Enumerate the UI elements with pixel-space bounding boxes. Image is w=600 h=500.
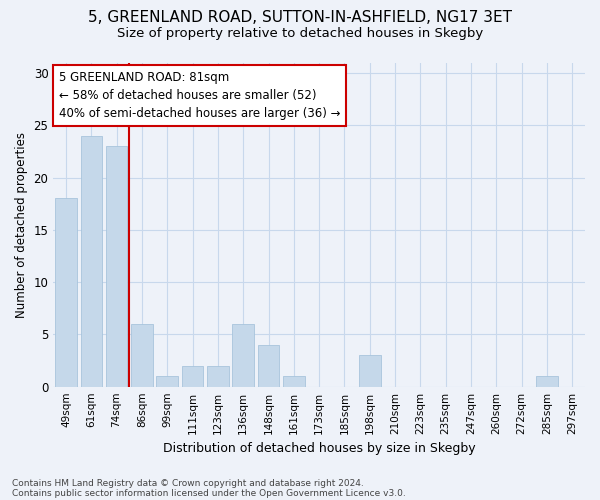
Bar <box>536 376 558 386</box>
Bar <box>258 345 279 387</box>
Bar <box>131 324 152 386</box>
Bar <box>55 198 77 386</box>
Bar <box>207 366 229 386</box>
Bar <box>182 366 203 386</box>
Bar <box>106 146 127 386</box>
Text: 5 GREENLAND ROAD: 81sqm
← 58% of detached houses are smaller (52)
40% of semi-de: 5 GREENLAND ROAD: 81sqm ← 58% of detache… <box>59 70 340 120</box>
Bar <box>232 324 254 386</box>
Bar <box>359 356 380 386</box>
Bar <box>283 376 305 386</box>
Text: Contains public sector information licensed under the Open Government Licence v3: Contains public sector information licen… <box>12 488 406 498</box>
X-axis label: Distribution of detached houses by size in Skegby: Distribution of detached houses by size … <box>163 442 475 455</box>
Bar <box>80 136 102 386</box>
Text: Contains HM Land Registry data © Crown copyright and database right 2024.: Contains HM Land Registry data © Crown c… <box>12 478 364 488</box>
Y-axis label: Number of detached properties: Number of detached properties <box>15 132 28 318</box>
Text: 5, GREENLAND ROAD, SUTTON-IN-ASHFIELD, NG17 3ET: 5, GREENLAND ROAD, SUTTON-IN-ASHFIELD, N… <box>88 10 512 25</box>
Text: Size of property relative to detached houses in Skegby: Size of property relative to detached ho… <box>117 28 483 40</box>
Bar <box>157 376 178 386</box>
